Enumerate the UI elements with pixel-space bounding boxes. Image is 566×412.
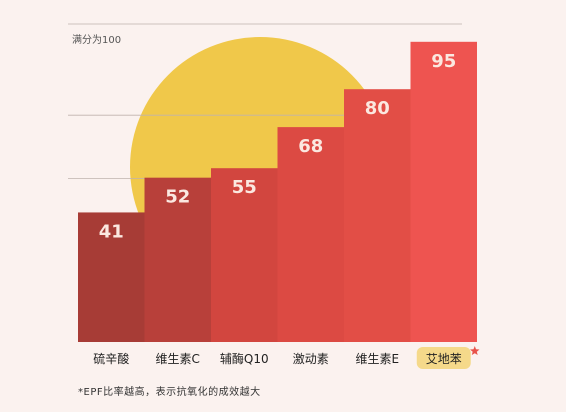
category-label: 维生素C xyxy=(156,352,200,366)
star-icon xyxy=(470,346,480,355)
bar xyxy=(344,89,411,342)
bar xyxy=(277,127,344,343)
category-label: 激动素 xyxy=(293,352,329,366)
highlight-badge xyxy=(416,347,471,369)
category-label: 硫辛酸 xyxy=(93,351,129,366)
category-label: 辅酶Q10 xyxy=(220,351,269,366)
bar xyxy=(211,168,278,342)
bar-value-label: 52 xyxy=(165,187,190,208)
bar xyxy=(144,177,211,342)
category-labels-group: 硫辛酸 维生素C 辅酶Q10 激动素 维生素E 艾地苯 xyxy=(93,351,462,366)
bar-value-label: 41 xyxy=(99,221,124,242)
bar xyxy=(78,212,145,342)
bar-value-label: 80 xyxy=(365,98,390,119)
bar-value-label: 68 xyxy=(298,136,323,157)
bar-value-label: 95 xyxy=(431,51,456,72)
bar-value-label: 55 xyxy=(232,177,257,198)
bar xyxy=(410,41,477,343)
bar-values-group: 41 52 55 68 80 95 xyxy=(99,51,457,243)
scale-note: 满分为100 xyxy=(72,35,122,46)
footnote: *EPF比率越高，表示抗氧化的成效越大 xyxy=(78,387,261,398)
bars-group xyxy=(78,41,477,343)
category-label: 艾地苯 xyxy=(426,352,462,366)
highlight-badge-layer xyxy=(416,346,480,369)
category-label: 维生素E xyxy=(355,352,399,366)
